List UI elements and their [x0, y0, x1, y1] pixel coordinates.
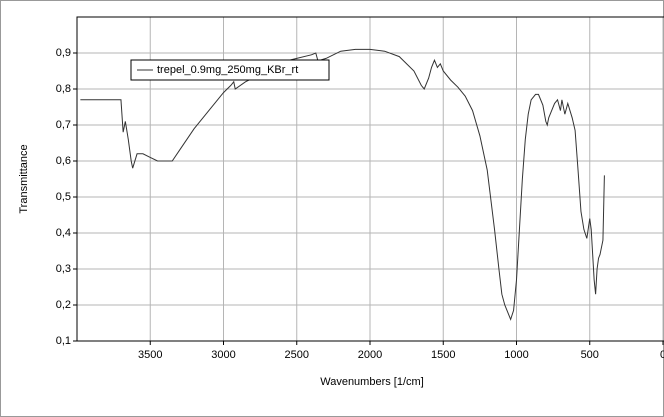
x-tick-label: 1500 [431, 349, 455, 361]
x-axis-label: Wavenumbers [1/cm] [320, 376, 424, 388]
plot-frame [76, 16, 664, 342]
x-tick-label: 0 [660, 349, 664, 361]
legend-box [130, 59, 330, 81]
x-tick-label: 500 [581, 349, 599, 361]
y-tick-label: 0,5 [56, 191, 71, 203]
y-axis-label: Transmittance [18, 144, 30, 213]
x-tick-label: 3000 [211, 349, 235, 361]
y-tick-label: 0,8 [56, 83, 71, 95]
y-tick-label: 0,1 [56, 335, 71, 347]
y-tick-label: 0,3 [56, 263, 71, 275]
y-tick-label: 0,6 [56, 155, 71, 167]
spectrum-line [80, 48, 605, 321]
y-tick-label: 0,2 [56, 299, 71, 311]
y-tick-label: 0,4 [56, 227, 71, 239]
y-tick-label: 0,9 [56, 47, 71, 59]
x-tick-label: 3500 [138, 349, 162, 361]
x-tick-label: 2500 [285, 349, 309, 361]
y-tick-label: 0,7 [56, 119, 71, 131]
x-tick-label: 2000 [358, 349, 382, 361]
legend-label: trepel_0.9mg_250mg_KBr_rt [157, 64, 298, 76]
x-tick-label: 1000 [504, 349, 528, 361]
